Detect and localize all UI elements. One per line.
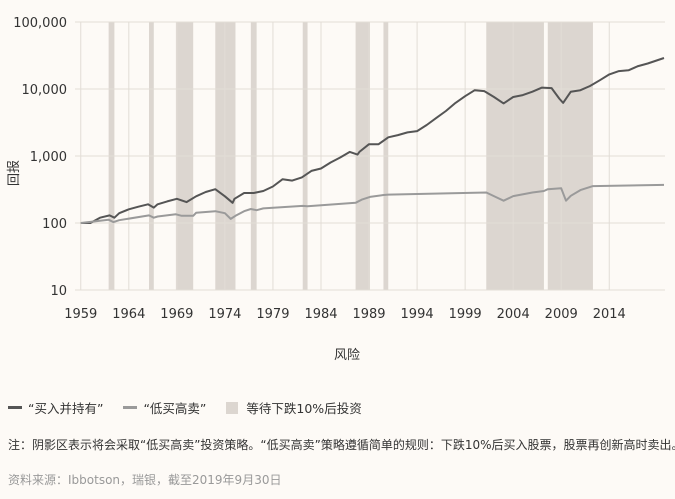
legend-label-buy-hold: “买入并持有” bbox=[28, 401, 104, 416]
y-tick-label-4: 100,000 bbox=[13, 16, 67, 31]
legend-swatch-shaded bbox=[226, 401, 239, 414]
legend: “买入并持有” “低买高卖” 等待下跌10%后投资 bbox=[8, 398, 382, 417]
gridlines bbox=[75, 21, 665, 291]
legend-item-shaded: 等待下跌10%后投资 bbox=[226, 398, 362, 417]
series-line-low-high bbox=[80, 183, 665, 224]
x-tick-label-0: 1959 bbox=[64, 307, 97, 322]
x-tick-label-9: 2004 bbox=[497, 307, 530, 322]
series-line-buy-hold bbox=[80, 57, 665, 224]
y-tick-label-2: 1,000 bbox=[30, 150, 67, 165]
legend-swatch-buy-hold bbox=[8, 406, 22, 409]
y-tick-label-1: 100 bbox=[42, 217, 67, 232]
x-tick-label-11: 2014 bbox=[593, 307, 626, 322]
legend-label-shaded: 等待下跌10%后投资 bbox=[246, 401, 362, 416]
x-tick-label-3: 1974 bbox=[208, 307, 241, 322]
footnote: 注：阴影区表示将会采取“低买高卖”投资策略。“低买高卖”策略遵循简单的规则：下跌… bbox=[8, 438, 675, 452]
source-note: 资料来源：Ibbotson，瑞银，截至2019年9月30日 bbox=[8, 473, 282, 487]
x-tick-label-4: 1979 bbox=[256, 307, 289, 322]
x-tick-label-2: 1969 bbox=[160, 307, 193, 322]
chart: 10 100 1,000 10,000 100,000 1959 1964 1969 1974… bbox=[7, 16, 665, 363]
series-lines bbox=[80, 57, 665, 224]
y-tick-labels: 10 100 1,000 10,000 100,000 bbox=[13, 16, 67, 299]
legend-label-low-high: “低买高卖” bbox=[143, 401, 207, 416]
x-tick-label-6: 1989 bbox=[352, 307, 385, 322]
legend-item-low-high: “低买高卖” bbox=[123, 398, 206, 417]
x-tick-label-10: 2009 bbox=[545, 307, 578, 322]
x-tick-label-5: 1984 bbox=[304, 307, 337, 322]
y-axis-label: 回报 bbox=[7, 160, 22, 186]
y-tick-label-0: 10 bbox=[50, 284, 67, 299]
x-tick-label-7: 1994 bbox=[401, 307, 434, 322]
x-axis-label: 风险 bbox=[334, 348, 360, 363]
legend-item-buy-hold: “买入并持有” bbox=[8, 398, 103, 417]
legend-swatch-low-high bbox=[123, 406, 138, 409]
x-tick-label-8: 1999 bbox=[449, 307, 482, 322]
x-tick-label-1: 1964 bbox=[112, 307, 145, 322]
y-tick-label-3: 10,000 bbox=[22, 83, 68, 98]
x-tick-labels: 1959 1964 1969 1974 1979 1984 1989 1994 1999 2004… bbox=[64, 307, 626, 322]
